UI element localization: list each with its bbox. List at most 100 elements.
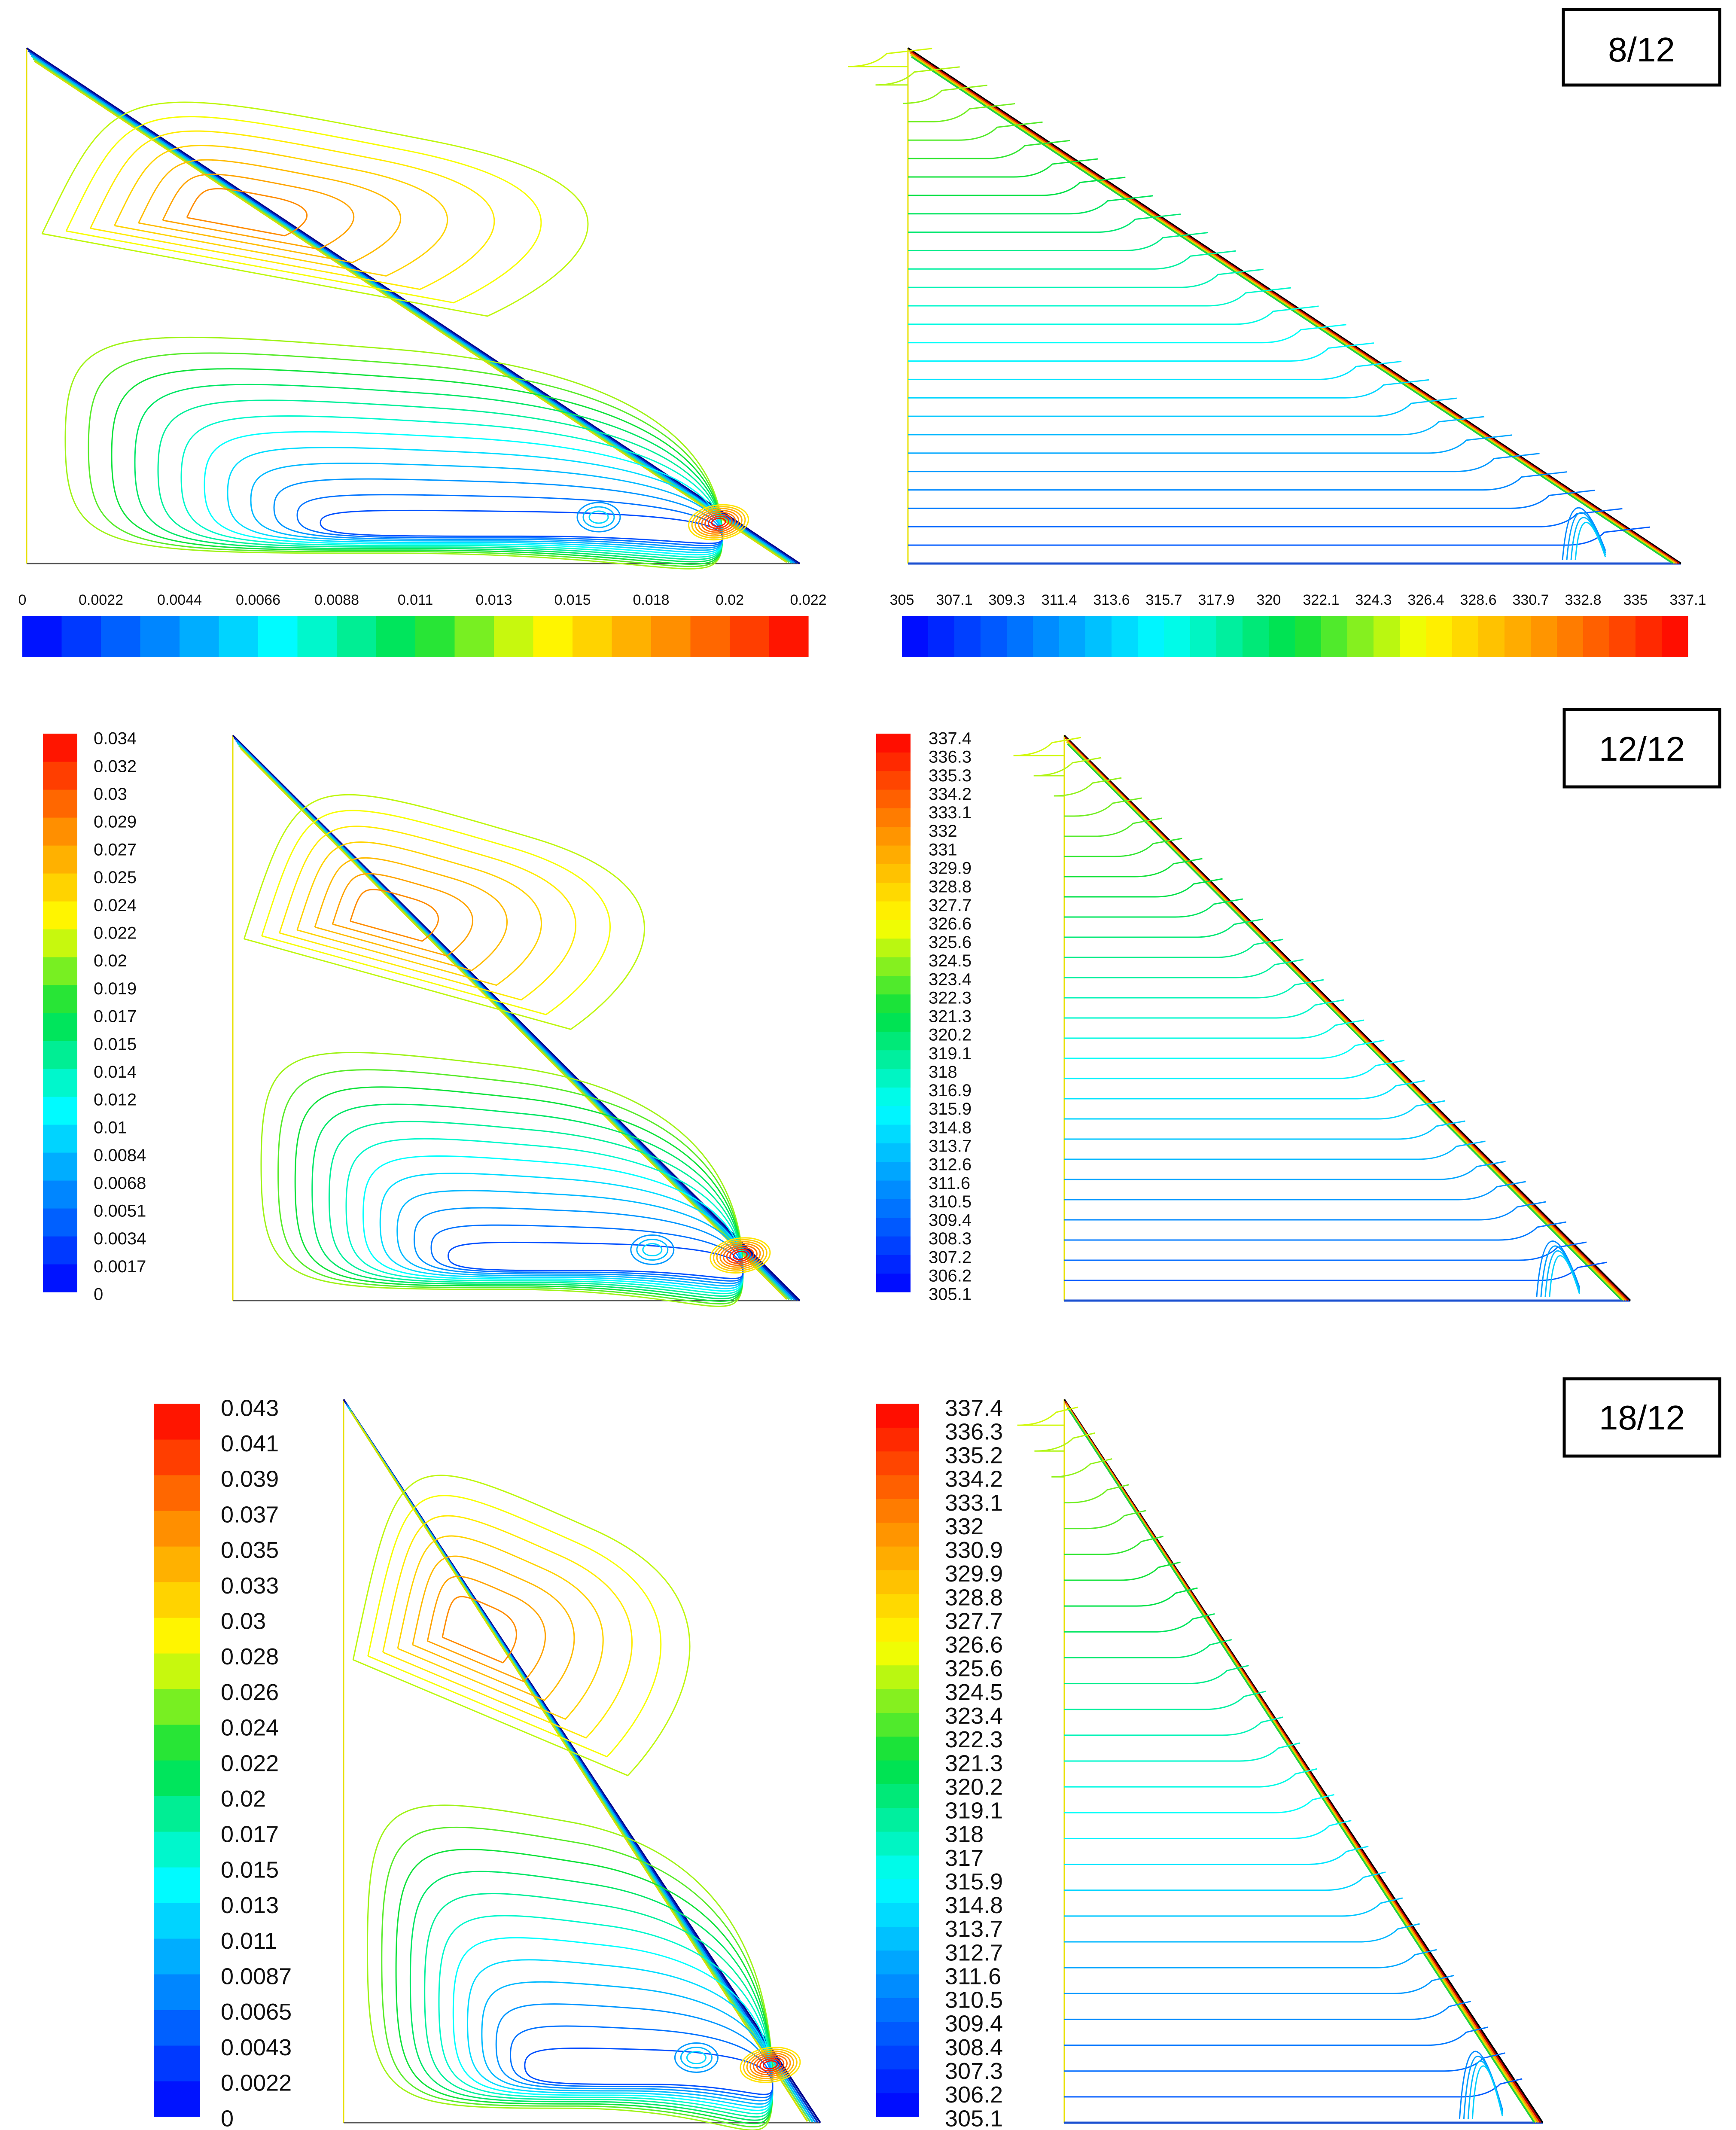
row-2-temperature-legend-swatch [876, 1087, 911, 1106]
row-2-temperature-legend-tick-label: 307.2 [929, 1248, 972, 1267]
row-3-streamfunction-legend-tick-label: 0.043 [221, 1395, 279, 1421]
row-3-temperature-legend-tick-label: 333.1 [945, 1490, 1003, 1516]
row-1-temperature-legend-swatch [1583, 616, 1610, 657]
row-3-streamfunction-contour-line [743, 2048, 798, 2081]
row-2-temperature-legend-tick-label: 326.6 [929, 914, 972, 933]
row-1-temperature-legend-swatch [1059, 616, 1086, 657]
row-3-temperature-isotherm [1064, 1484, 1130, 1504]
row-2-temperature-isotherm [1064, 1201, 1546, 1221]
row-3-streamfunction-legend-tick-label: 0.015 [221, 1857, 279, 1883]
row-3-streamfunction-legend-tick-label: 0.035 [221, 1537, 279, 1563]
row-1-temperature-isotherm [908, 324, 1346, 344]
row-3-temperature-legend-swatch [876, 1570, 919, 1594]
row-3-streamfunction-legend-tick-label: 0.037 [221, 1502, 279, 1527]
row-3-temperature-legend-tick-label: 314.8 [945, 1892, 1003, 1918]
row-2-streamfunction-legend-tick-label: 0.027 [94, 840, 137, 859]
row-3-streamfunction-legend-swatch [154, 1475, 200, 1511]
row-1-temperature-legend-swatch [1531, 616, 1557, 657]
row-2-streamfunction-legend-tick-label: 0.012 [94, 1091, 137, 1109]
row-2-temperature-isotherm [1033, 757, 1102, 777]
row-3-temperature-legend-tick-label: 329.9 [945, 1561, 1003, 1587]
row-2-streamfunction-contour-line [350, 889, 439, 942]
row-1-temperature-legend-swatch [1478, 616, 1505, 657]
row-2-temperature-isotherm [1064, 1100, 1445, 1120]
row-1-streamfunction-legend-swatch [769, 616, 809, 657]
row-2-streamfunction-legend-swatch [43, 1097, 77, 1125]
row-2-streamfunction-hypotenuse-band [234, 737, 798, 1301]
row-2-streamfunction-legend-swatch [43, 1013, 77, 1041]
row-2-streamfunction-legend-swatch [43, 734, 77, 762]
row-3-temperature-legend-swatch [876, 1451, 919, 1475]
row-3-temperature-legend-swatch [876, 1998, 919, 2022]
row-1-temperature-hypotenuse-band [907, 47, 1682, 564]
row-2-temperature-legend-swatch [876, 938, 911, 957]
row-2-temperature-legend-tick-label: 322.3 [929, 988, 972, 1007]
row-3-temperature-isotherm [1064, 2052, 1505, 2072]
row-1-streamfunction-legend-swatch [651, 616, 691, 657]
row-2-streamfunction-legend-tick-label: 0.017 [94, 1007, 137, 1026]
row-2-streamfunction-legend-swatch [43, 1180, 77, 1209]
row-1-streamfunction-contour-line [711, 518, 726, 527]
row-2-temperature-legend-swatch [876, 957, 911, 976]
row-3-temperature-legend-swatch [876, 1903, 919, 1927]
row-3-streamfunction-legend-swatch [154, 2045, 200, 2081]
row-3-temperature-legend-swatch [876, 1427, 919, 1452]
row-1-temperature-isotherm [908, 268, 1264, 288]
row-1-streamfunction-contour-line [41, 101, 589, 317]
row-3-temperature-legend-tick-label: 335.2 [945, 1443, 1003, 1469]
row-3-streamfunction-contour-line [524, 2047, 774, 2095]
row-1-temperature-legend-swatch [1374, 616, 1400, 657]
row-3-temperature-isotherm [1051, 1458, 1112, 1478]
row-1-streamfunction-legend-swatch [690, 616, 730, 657]
row-2-streamfunction-contour-line [630, 1234, 675, 1265]
row-3-temperature-legend-tick-label: 310.5 [945, 1987, 1003, 2013]
row-3-streamfunction-legend-tick-label: 0 [221, 2106, 234, 2130]
row-2-temperature-legend-swatch [876, 771, 911, 790]
row-2-temperature-isotherm [1064, 817, 1162, 837]
row-1-temperature-legend-tick-label: 324.3 [1355, 592, 1392, 608]
row-1-temperature-legend-tick-label: 315.7 [1145, 592, 1182, 608]
row-2-temperature-isotherm [1064, 1241, 1587, 1261]
row-3-temperature-isotherm [1064, 1510, 1147, 1530]
row-1-temperature-legend-tick-label: 322.1 [1303, 592, 1339, 608]
row-3-streamfunction-legend-swatch [154, 1618, 200, 1654]
row-2-temperature-legend-tick-label: 306.2 [929, 1266, 972, 1285]
row-2-temperature-legend-swatch [876, 1236, 911, 1255]
row-3-streamfunction-contour-line [753, 2054, 788, 2075]
row-1-temperature-legend-tick-label: 335 [1623, 592, 1648, 608]
row-3-streamfunction-legend-swatch [154, 1546, 200, 1582]
row-1-streamfunction-contour-line [697, 510, 740, 535]
row-1-temperature-isotherm [848, 48, 932, 67]
row-3-streamfunction-legend-tick-label: 0.0065 [221, 1999, 292, 2025]
row-3-label-box [1562, 1377, 1721, 1458]
row-2-temperature-isotherm [1064, 1181, 1526, 1201]
row-3-streamfunction-legend-swatch [154, 1796, 200, 1832]
row-3-temperature-legend-tick-label: 309.4 [945, 2011, 1003, 2037]
row-2-streamfunction-contour-line [722, 1245, 758, 1266]
row-1-temperature-isotherm [908, 121, 1043, 141]
row-2-streamfunction-legend-tick-label: 0.02 [94, 951, 127, 970]
row-1-streamfunction-legend-tick-label: 0.015 [554, 592, 591, 608]
row-3-temperature-legend-swatch [876, 1665, 919, 1689]
row-3-temperature-legend-tick-label: 327.7 [945, 1608, 1003, 1634]
row-3-streamfunction-legend-swatch [154, 2081, 200, 2117]
row-3-temperature-legend-tick-label: 307.3 [945, 2058, 1003, 2084]
row-2-streamfunction-legend-swatch [43, 1264, 77, 1292]
row-2-temperature-legend-swatch [876, 864, 911, 883]
row-2-temperature-legend-tick-label: 337.4 [929, 729, 972, 748]
row-1-streamfunction-legend-swatch [533, 616, 573, 657]
row-3-streamfunction-legend-tick-label: 0.0087 [221, 1963, 292, 1989]
row-2-streamfunction-legend-swatch [43, 1041, 77, 1069]
row-2-streamfunction-contour-line [332, 873, 473, 957]
row-1-temperature-isotherm [908, 177, 1126, 196]
row-3-temperature-isotherm [1064, 1587, 1198, 1607]
row-2-temperature-legend: 337.4336.3335.3334.2333.1332331329.9328.… [876, 729, 972, 1304]
row-1-temperature-legend-swatch [1609, 616, 1636, 657]
row-1-temperature-legend-tick-label: 330.7 [1512, 592, 1549, 608]
row-1-streamfunction-legend-tick-label: 0.022 [790, 592, 826, 608]
row-2-streamfunction-legend-swatch [43, 957, 77, 985]
row-2-streamfunction-legend-tick-label: 0 [94, 1285, 103, 1304]
row-3-streamfunction-legend-swatch [154, 1903, 200, 1939]
row-1-temperature-legend-swatch [1635, 616, 1662, 657]
row-3-temperature-isotherm [1064, 1536, 1164, 1555]
